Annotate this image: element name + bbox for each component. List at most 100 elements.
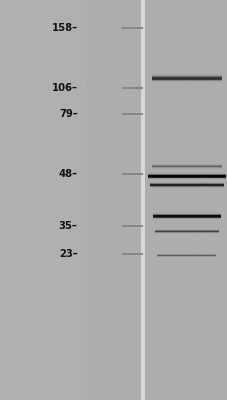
Bar [149, 181, 223, 182]
Bar [147, 174, 225, 175]
Bar [152, 215, 220, 216]
Bar [147, 173, 225, 174]
Bar [151, 83, 221, 84]
Bar [152, 212, 220, 213]
Bar [156, 257, 215, 258]
Bar [156, 255, 215, 256]
Bar [154, 229, 218, 230]
Bar [151, 164, 221, 165]
Bar [147, 175, 225, 176]
Bar [86, 0, 141, 400]
Bar [147, 176, 225, 177]
Bar [152, 218, 220, 219]
Bar [151, 165, 221, 166]
Bar [151, 75, 221, 76]
Bar [149, 183, 223, 184]
Bar [151, 163, 221, 164]
Bar [156, 254, 215, 255]
Bar [156, 256, 215, 257]
Bar [122, 225, 142, 227]
Bar [152, 216, 220, 217]
Bar [122, 27, 142, 29]
Bar [151, 72, 221, 73]
Bar [147, 177, 225, 178]
Bar [151, 80, 221, 81]
Bar [156, 254, 215, 255]
Bar [149, 184, 223, 185]
Bar [151, 167, 221, 168]
Text: 79–: 79– [59, 109, 77, 119]
Bar [151, 78, 221, 79]
Bar [154, 233, 218, 234]
Bar [151, 163, 221, 164]
Bar [152, 216, 220, 217]
Bar [154, 230, 218, 231]
Bar [154, 229, 218, 230]
Bar [152, 219, 220, 220]
Bar [156, 256, 215, 257]
Bar [147, 174, 225, 175]
Text: 106–: 106– [52, 83, 77, 93]
Bar [151, 83, 221, 84]
Bar [151, 75, 221, 76]
Bar [151, 168, 221, 169]
Bar [151, 80, 221, 81]
Bar [156, 256, 215, 257]
Bar [154, 231, 218, 232]
Bar [147, 178, 225, 179]
Bar [152, 215, 220, 216]
Bar [152, 213, 220, 214]
Bar [154, 231, 218, 232]
Bar [151, 82, 221, 83]
Bar [147, 180, 225, 181]
Bar [152, 212, 220, 213]
Bar [149, 185, 223, 186]
Bar [149, 184, 223, 185]
Bar [151, 81, 221, 82]
Bar [152, 214, 220, 215]
Bar [151, 82, 221, 83]
Bar [151, 77, 221, 78]
Bar [154, 230, 218, 231]
Bar [151, 166, 221, 167]
Bar [151, 81, 221, 82]
Bar [156, 253, 215, 254]
Bar [151, 77, 221, 78]
Bar [151, 169, 221, 170]
Bar [154, 230, 218, 231]
Bar [151, 73, 221, 74]
Text: 158–: 158– [51, 23, 77, 33]
Bar [151, 78, 221, 79]
Bar [149, 185, 223, 186]
Bar [149, 187, 223, 188]
Bar [147, 175, 225, 176]
Bar [152, 213, 220, 214]
Bar [156, 257, 215, 258]
Bar [152, 214, 220, 215]
Bar [151, 165, 221, 166]
Bar [154, 229, 218, 230]
Bar [151, 76, 221, 77]
Bar [149, 186, 223, 187]
Text: 23–: 23– [59, 249, 77, 259]
Bar [147, 176, 225, 177]
Bar [152, 214, 220, 215]
Bar [154, 228, 218, 229]
Bar [149, 183, 223, 184]
Bar [122, 113, 142, 115]
Bar [151, 76, 221, 77]
Bar [152, 219, 220, 220]
Bar [154, 228, 218, 229]
Bar [151, 164, 221, 165]
Bar [147, 177, 225, 178]
Bar [151, 165, 221, 166]
Bar [154, 233, 218, 234]
Bar [151, 79, 221, 80]
Bar [122, 87, 142, 89]
Bar [147, 178, 225, 179]
Bar [151, 162, 221, 163]
Bar [151, 166, 221, 167]
Bar [149, 187, 223, 188]
Bar [122, 253, 142, 255]
Bar [156, 255, 215, 256]
